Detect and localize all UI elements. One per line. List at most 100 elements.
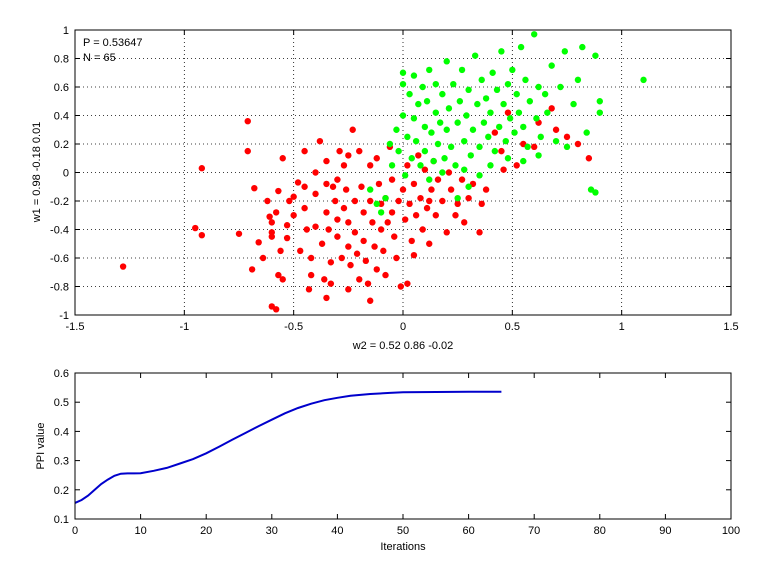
scatter-point-red	[248, 266, 256, 273]
scatter-point-red	[272, 209, 280, 216]
scatter-point-green	[454, 119, 461, 126]
scatter-point-red	[426, 197, 433, 205]
scatter-point-red	[377, 200, 385, 208]
scatter-point-green	[430, 157, 437, 165]
line-x-tick-label: 10	[134, 525, 146, 537]
scatter-point-red	[423, 204, 431, 212]
scatter-point-red	[412, 212, 420, 219]
scatter-point-red	[345, 152, 352, 159]
scatter-point-red	[303, 226, 310, 233]
scatter-point-green	[410, 115, 418, 122]
scatter-point-red	[373, 266, 380, 273]
line-y-tick-label: 0.1	[54, 514, 69, 526]
scatter-point-red	[388, 176, 396, 183]
scatter-point-red	[327, 259, 335, 266]
scatter-point-red	[353, 250, 361, 257]
scatter-point-green	[476, 172, 483, 179]
scatter-point-red	[397, 283, 405, 290]
scatter-point-green	[421, 123, 429, 131]
scatter-point-green	[373, 200, 380, 208]
scatter-point-red	[399, 186, 407, 193]
scatter-point-green	[454, 194, 461, 202]
line-x-tick-label: 50	[397, 525, 409, 537]
scatter-point-red	[478, 200, 485, 208]
scatter-x-tick-label: -1	[179, 321, 189, 333]
scatter-point-red	[266, 213, 273, 220]
scatter-point-green	[401, 172, 409, 179]
scatter-point-red	[338, 254, 345, 262]
scatter-point-red	[268, 233, 275, 240]
line-x-tick-label: 0	[72, 525, 78, 537]
scatter-point-red	[301, 204, 308, 212]
scatter-point-green	[504, 155, 512, 162]
scatter-point-red	[367, 297, 374, 304]
line-x-tick-label: 30	[266, 525, 278, 537]
scatter-point-green	[434, 140, 442, 148]
scatter-x-axis-label: w2 = 0.52 0.86 -0.02	[352, 340, 454, 352]
scatter-y-tick-label: -0.6	[50, 253, 69, 265]
scatter-point-green	[583, 129, 590, 136]
scatter-point-red	[531, 143, 538, 151]
scatter-point-red	[244, 147, 251, 155]
scatter-point-green	[399, 80, 407, 88]
scatter-point-green	[386, 140, 394, 148]
scatter-point-green	[426, 176, 433, 183]
scatter-point-green	[461, 137, 468, 145]
scatter-point-red	[323, 180, 330, 188]
scatter-point-green	[439, 90, 446, 98]
scatter-point-red	[443, 229, 450, 236]
scatter-y-tick-label: 0.2	[54, 139, 69, 151]
scatter-point-green	[463, 112, 470, 119]
line-y-axis-label: PPI value	[35, 422, 47, 469]
scatter-point-green	[544, 109, 551, 116]
line-y-tick-label: 0.5	[54, 397, 69, 409]
scatter-point-red	[318, 240, 326, 247]
scatter-point-red	[382, 271, 389, 279]
scatter-point-red	[419, 226, 426, 233]
scatter-y-tick-label: 0.6	[54, 82, 69, 94]
scatter-point-red	[192, 224, 199, 232]
scatter-point-red	[294, 179, 302, 186]
scatter-point-red	[301, 147, 308, 155]
scatter-point-green	[504, 80, 512, 88]
scatter-point-red	[428, 186, 435, 193]
scatter-point-red	[272, 306, 280, 313]
scatter-point-green	[428, 129, 435, 136]
scatter-point-red	[351, 229, 359, 236]
scatter-point-red	[380, 247, 387, 255]
scatter-point-green	[485, 133, 492, 141]
scatter-point-red	[384, 219, 391, 226]
scatter-point-red	[323, 294, 330, 302]
scatter-point-green	[552, 137, 560, 145]
scatter-point-red	[307, 271, 315, 279]
scatter-point-red	[119, 263, 127, 270]
scatter-point-green	[399, 69, 407, 76]
scatter-y-tick-label: -1	[59, 310, 69, 322]
scatter-point-red	[498, 147, 505, 155]
scatter-point-red	[375, 180, 383, 188]
scatter-point-green	[506, 115, 514, 122]
scatter-point-red	[401, 216, 409, 223]
line-x-tick-label: 70	[528, 525, 540, 537]
scatter-point-green	[395, 147, 402, 155]
scatter-point-green	[441, 155, 448, 162]
scatter-point-red	[513, 162, 520, 169]
scatter-point-green	[447, 143, 455, 151]
scatter-point-red	[377, 226, 385, 233]
scatter-point-green	[412, 137, 420, 145]
scatter-point-green	[541, 90, 549, 98]
scatter-point-red	[360, 237, 367, 245]
scatter-point-green	[561, 48, 569, 55]
line-y-tick-label: 0.6	[54, 368, 69, 380]
scatter-point-green	[419, 83, 426, 91]
scatter-point-red	[325, 226, 332, 233]
scatter-y-tick-label: 0.8	[54, 54, 69, 66]
scatter-point-red	[371, 243, 378, 250]
scatter-point-green	[531, 31, 538, 38]
scatter-point-red	[279, 276, 286, 283]
scatter-point-red	[268, 219, 275, 226]
scatter-point-green	[452, 162, 459, 169]
scatter-point-red	[323, 157, 330, 165]
scatter-point-red	[255, 239, 262, 246]
scatter-point-red	[334, 233, 341, 240]
